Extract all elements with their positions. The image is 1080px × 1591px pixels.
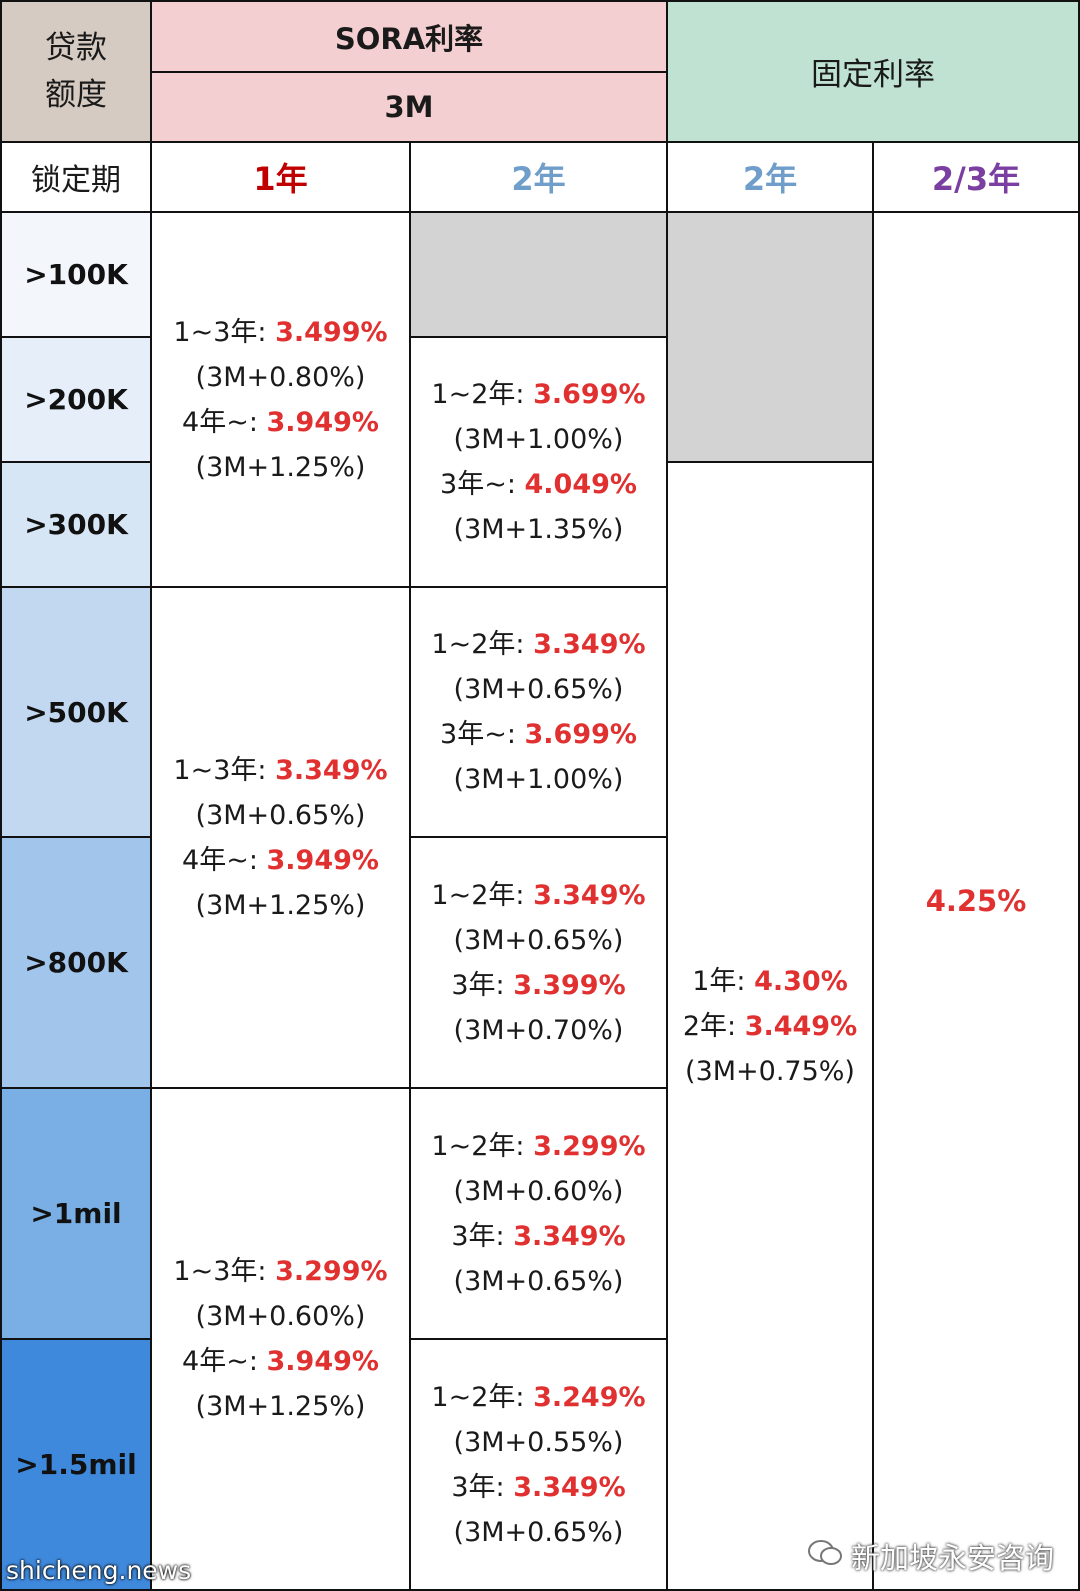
spread-line: (3M+0.60%): [453, 1175, 624, 1207]
amount-200k: >200K: [0, 336, 152, 463]
rate-line: 2年: 3.449%: [682, 1010, 858, 1042]
watermark-wechat: 新加坡永安咨询: [807, 1535, 1054, 1577]
rate-line: 1~2年: 3.249%: [431, 1381, 646, 1413]
amount-500k: >500K: [0, 586, 152, 838]
fixed-2y-cell-300k-plus: 1年: 4.30% 2年: 3.449% (3M+0.75%): [666, 461, 874, 1591]
rate-line: 3年: 3.349%: [451, 1220, 626, 1252]
rate-line: 4年~: 3.949%: [182, 406, 379, 438]
sora-2y-cell-500k: 1~2年: 3.349% (3M+0.65%) 3年~: 3.699% (3M+…: [409, 586, 668, 838]
spread-line: (3M+0.80%): [195, 361, 366, 393]
period-fixed-2-3y: 2/3年: [872, 141, 1080, 213]
rate-line: 4年~: 3.949%: [182, 844, 379, 876]
rate-line: 1~3年: 3.499%: [173, 316, 388, 348]
spread-line: (3M+1.00%): [453, 424, 624, 455]
loan-amount-header-line2: 额度: [45, 76, 107, 113]
rate-line: 3年: 3.399%: [451, 969, 626, 1001]
sora-2y-cell-1-5mil: 1~2年: 3.249% (3M+0.55%) 3年: 3.349% (3M+0…: [409, 1338, 668, 1591]
spread-line: (3M+0.55%): [453, 1426, 624, 1458]
spread-line: (3M+0.65%): [453, 1265, 624, 1297]
amount-100k: >100K: [0, 211, 152, 338]
period-fixed-2y: 2年: [666, 141, 874, 213]
spread-line: (3M+1.25%): [195, 451, 366, 483]
loan-amount-header: 贷款 额度: [0, 0, 152, 143]
rate-line: 3年: 3.349%: [451, 1471, 626, 1503]
fixed-2-3y-rate: 4.25%: [925, 884, 1027, 918]
sora-2y-cell-200k-300k: 1~2年: 3.699% (3M+1.00%) 3年~: 4.049% (3M+…: [409, 336, 668, 588]
wechat-icon: [807, 1538, 843, 1575]
rate-line: 1~3年: 3.299%: [173, 1256, 388, 1287]
watermark-wechat-text: 新加坡永安咨询: [850, 1541, 1054, 1575]
sora-3m-header: 3M: [150, 71, 668, 143]
period-sora-1y: 1年: [150, 141, 411, 213]
rate-line: 1年: 4.30%: [692, 965, 848, 997]
rate-line: 1~3年: 3.349%: [173, 754, 388, 786]
watermark-site: shicheng.news: [6, 1556, 192, 1585]
spread-line: (3M+1.00%): [453, 764, 624, 795]
spread-line: (3M+0.65%): [453, 924, 624, 956]
sora-1y-cell-1mil-plus: 1~3年: 3.299% (3M+0.60%) 4年~: 3.949% (3M+…: [150, 1087, 411, 1591]
sora-2y-cell-1mil: 1~2年: 3.299% (3M+0.60%) 3年: 3.349% (3M+0…: [409, 1087, 668, 1340]
spread-line: (3M+0.75%): [685, 1055, 855, 1087]
sora-1y-cell-100k-300k: 1~3年: 3.499% (3M+0.80%) 4年~: 3.949% (3M+…: [150, 211, 411, 588]
rate-line: 1~2年: 3.349%: [431, 629, 646, 660]
spread-line: (3M+0.65%): [453, 674, 624, 705]
spread-line: (3M+1.25%): [195, 1391, 366, 1422]
amount-300k: >300K: [0, 461, 152, 588]
period-sora-2y: 2年: [409, 141, 668, 213]
spread-line: (3M+1.25%): [195, 889, 366, 921]
fixed-rate-header: 固定利率: [666, 0, 1080, 143]
sora-1y-cell-500k-800k: 1~3年: 3.349% (3M+0.65%) 4年~: 3.949% (3M+…: [150, 586, 411, 1089]
rate-line: 4年~: 3.949%: [182, 1346, 379, 1377]
amount-1mil: >1mil: [0, 1087, 152, 1340]
fixed-2y-na-100k-200k: [666, 211, 874, 463]
sora-2y-na-100k: [409, 211, 668, 338]
amount-1-5mil: >1.5mil: [0, 1338, 152, 1591]
spread-line: (3M+0.65%): [195, 799, 366, 831]
sora-2y-cell-800k: 1~2年: 3.349% (3M+0.65%) 3年: 3.399% (3M+0…: [409, 836, 668, 1089]
loan-amount-header-line1: 贷款: [45, 30, 107, 66]
rate-line: 1~2年: 3.299%: [431, 1130, 646, 1162]
rate-line: 1~2年: 3.699%: [431, 379, 646, 410]
fixed-2-3y-cell-all: 4.25%: [872, 211, 1080, 1591]
lock-period-header: 锁定期: [0, 141, 152, 213]
spread-line: (3M+1.35%): [453, 514, 624, 545]
spread-line: (3M+0.70%): [453, 1014, 624, 1046]
rate-line: 1~2年: 3.349%: [431, 879, 646, 911]
spread-line: (3M+0.65%): [453, 1516, 624, 1548]
rate-line: 3年~: 3.699%: [440, 719, 637, 750]
amount-800k: >800K: [0, 836, 152, 1089]
rate-line: 3年~: 4.049%: [440, 469, 637, 500]
sora-rate-header: SORA利率: [150, 0, 668, 73]
spread-line: (3M+0.60%): [195, 1301, 366, 1332]
